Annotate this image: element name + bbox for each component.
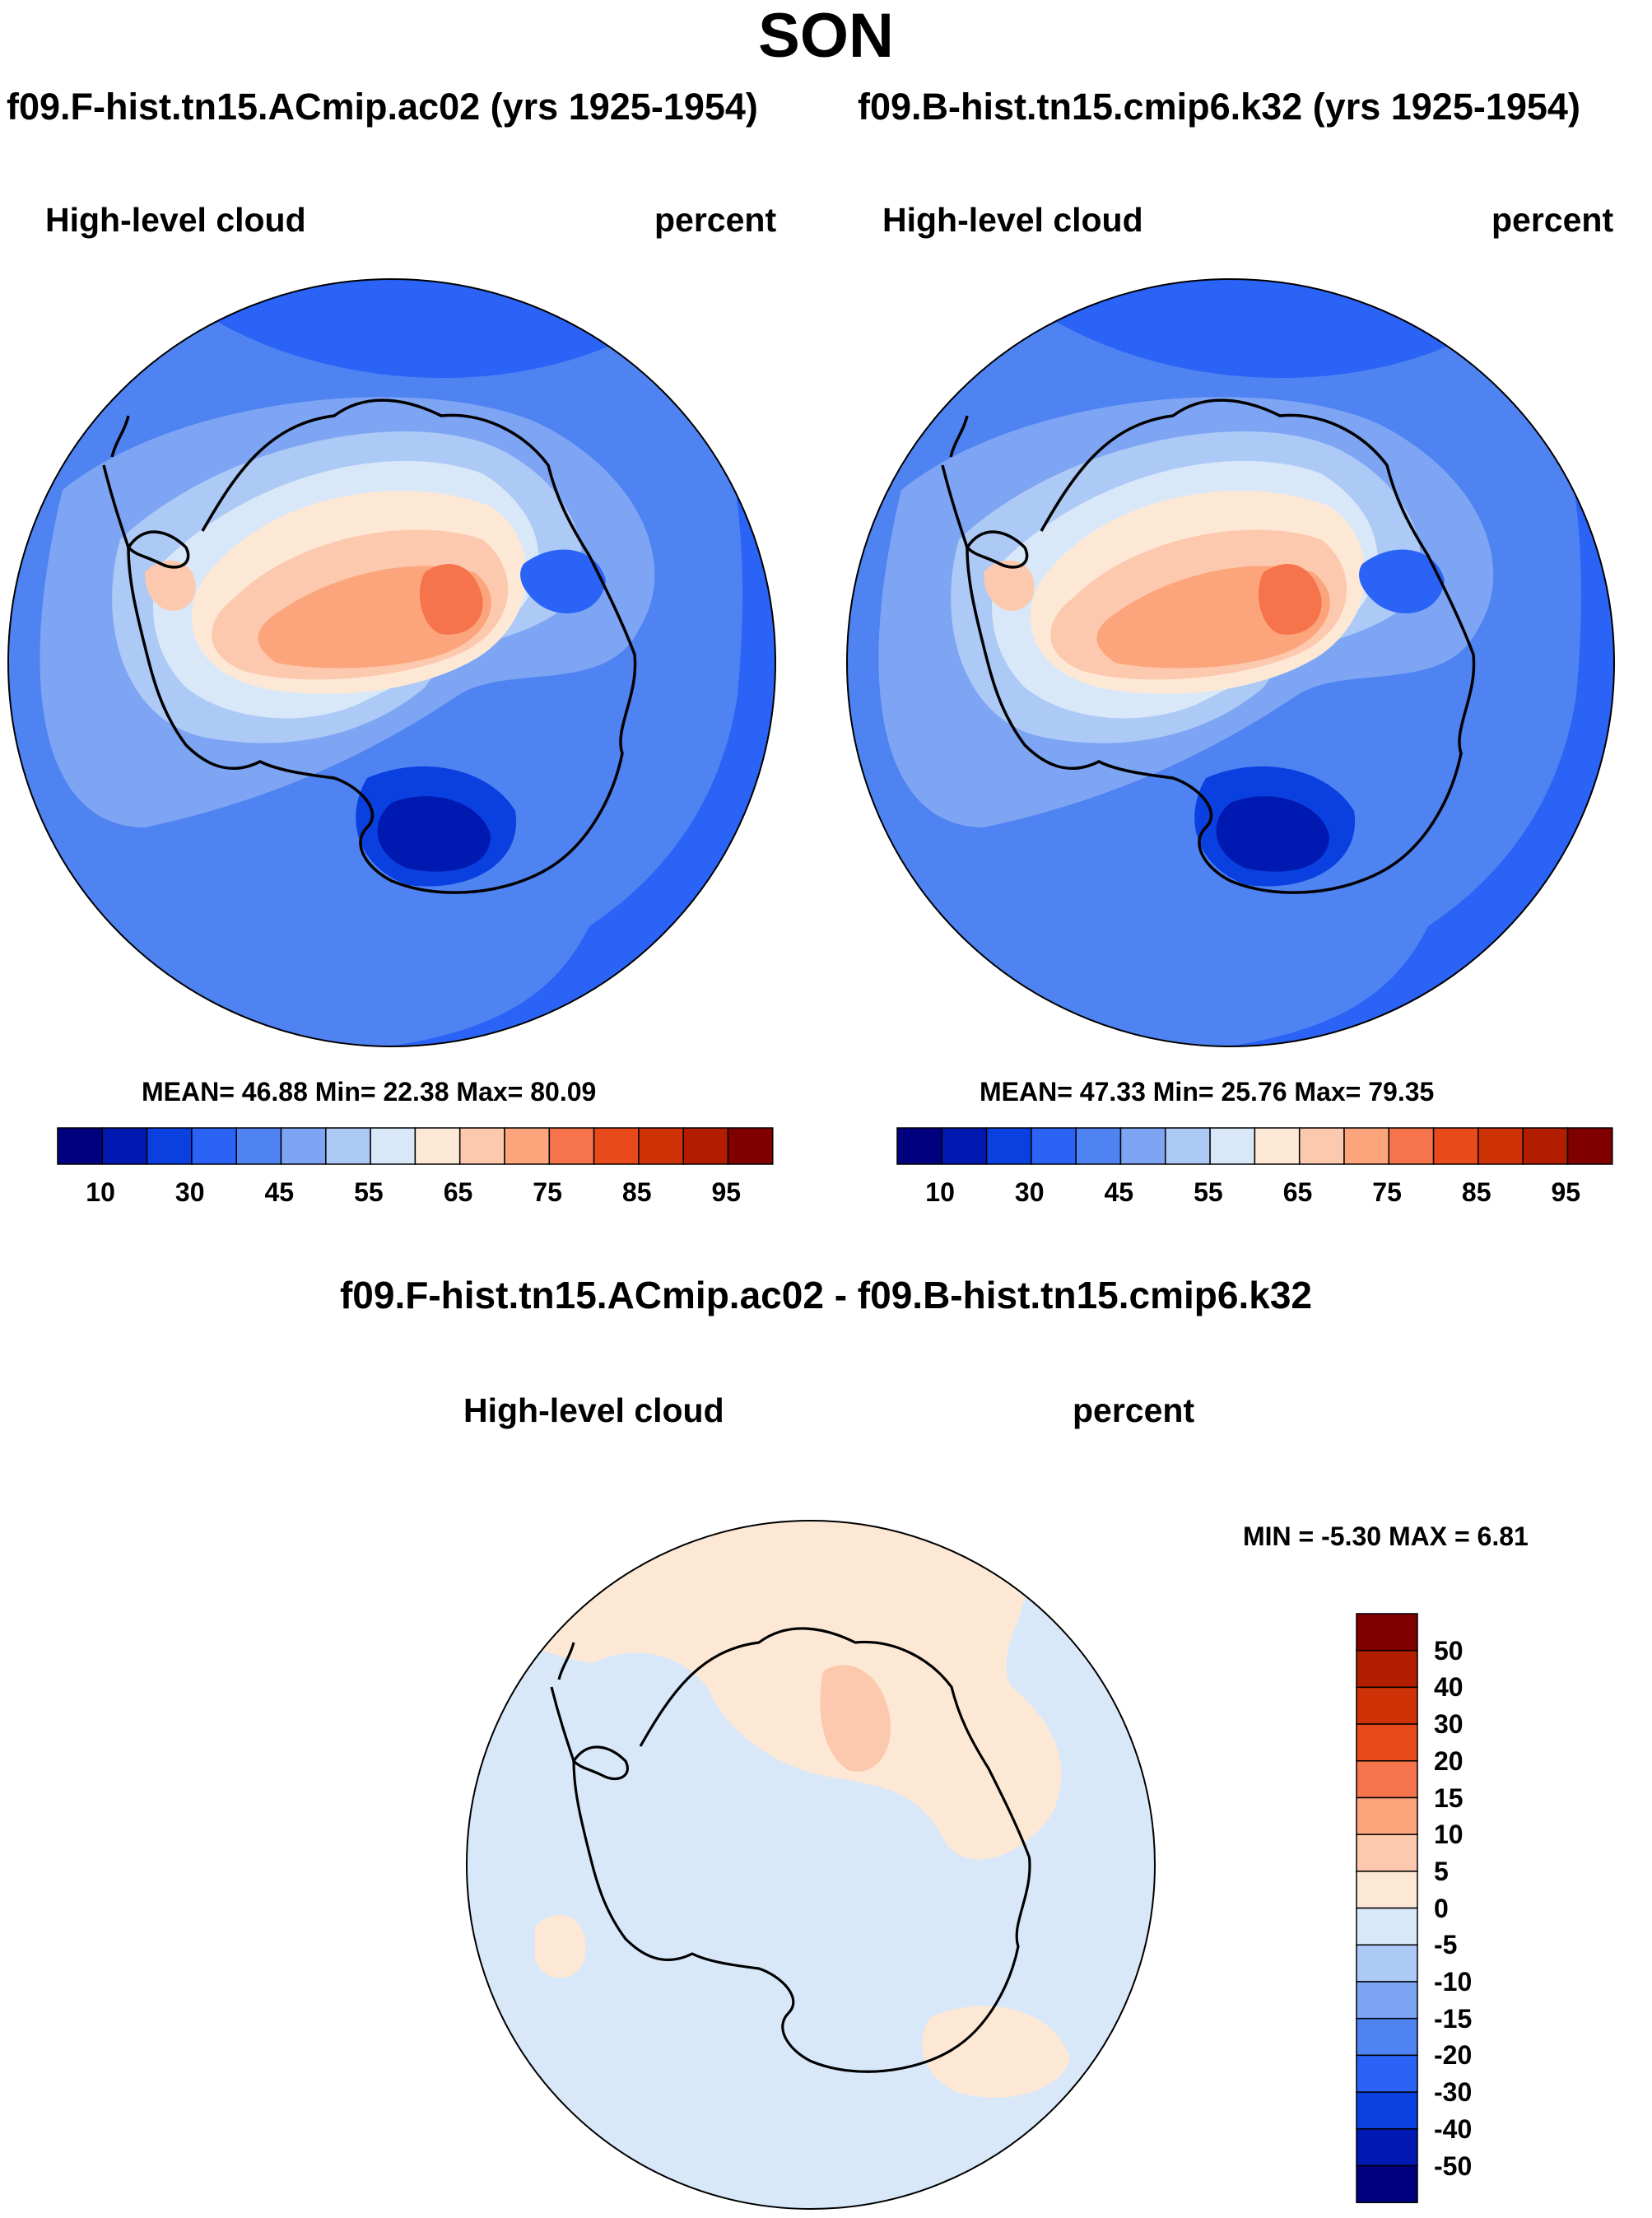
left-map — [7, 278, 776, 1047]
colorbar-cell — [638, 1127, 684, 1165]
colorbar-cell — [1566, 1127, 1613, 1165]
colorbar-cell — [414, 1127, 461, 1165]
colorbar-cell — [941, 1127, 988, 1165]
right-stats: MEAN= 47.33 Min= 25.76 Max= 79.35 — [980, 1077, 1435, 1107]
diff-colorbar-tick-label: -20 — [1434, 2040, 1473, 2071]
diff-colorbar-cell — [1356, 1686, 1418, 1725]
colorbar-cell — [458, 1127, 505, 1165]
figure-title: SON — [758, 1, 894, 71]
diff-title: f09.F-hist.tn15.ACmip.ac02 - f09.B-hist.… — [339, 1274, 1313, 1316]
colorbar-tick-label: 10 — [925, 1177, 955, 1207]
diff-units-label: percent — [1073, 1391, 1195, 1429]
left-colorbar — [57, 1127, 774, 1165]
colorbar-tick-label: 30 — [175, 1177, 205, 1207]
colorbar-cell — [1119, 1127, 1166, 1165]
diff-colorbar-cell — [1356, 1649, 1418, 1689]
colorbar-cell — [191, 1127, 237, 1165]
colorbar-tick-label: 65 — [1282, 1177, 1313, 1207]
diff-colorbar-tick-label: 0 — [1434, 1893, 1449, 1923]
diff-colorbar-tick-label: 30 — [1434, 1709, 1464, 1740]
colorbar-cell — [1209, 1127, 1256, 1165]
diff-colorbar-cell — [1356, 1871, 1418, 1909]
diff-colorbar-cell — [1356, 1907, 1418, 1946]
diff-colorbar-tick-label: -50 — [1434, 2150, 1473, 2181]
colorbar-tick-label: 45 — [264, 1177, 295, 1207]
diff-colorbar-tick-label: 10 — [1434, 1820, 1464, 1850]
colorbar-tick-label: 65 — [443, 1177, 473, 1207]
right-units-label: percent — [1491, 201, 1614, 239]
colorbar-cell — [325, 1127, 371, 1165]
diff-colorbar-tick-label: 5 — [1434, 1856, 1449, 1886]
diff-minmax: MIN = -5.30 MAX = 6.81 — [1243, 1521, 1529, 1551]
diff-colorbar-cell — [1356, 1981, 1418, 2020]
colorbar-cell — [280, 1127, 327, 1165]
colorbar-cell — [985, 1127, 1032, 1165]
colorbar-cell — [1522, 1127, 1569, 1165]
colorbar-tick-label: 45 — [1104, 1177, 1134, 1207]
colorbar-tick-label: 10 — [86, 1177, 115, 1207]
colorbar-tick-label: 75 — [1372, 1177, 1402, 1207]
colorbar-cell — [1477, 1127, 1524, 1165]
left-case-title: f09.F-hist.tn15.ACmip.ac02 (yrs 1925-195… — [7, 86, 758, 128]
diff-colorbar — [1356, 1613, 1418, 2203]
colorbar-cell — [146, 1127, 193, 1165]
colorbar-cell — [504, 1127, 551, 1165]
diff-colorbar-cell — [1356, 1613, 1418, 1652]
right-variable-label: High-level cloud — [882, 201, 1143, 239]
colorbar-cell — [57, 1127, 104, 1165]
colorbar-cell — [727, 1127, 774, 1165]
diff-colorbar-cell — [1356, 2128, 1418, 2167]
colorbar-tick-label: 95 — [1551, 1177, 1581, 1207]
colorbar-cell — [1165, 1127, 1211, 1165]
colorbar-cell — [896, 1127, 943, 1165]
colorbar-tick-label: 75 — [533, 1177, 562, 1207]
colorbar-tick-label: 85 — [1461, 1177, 1491, 1207]
diff-colorbar-cell — [1356, 2164, 1418, 2203]
colorbar-cell — [1432, 1127, 1479, 1165]
colorbar-cell — [548, 1127, 595, 1165]
diff-colorbar-tick-label: -15 — [1434, 2003, 1473, 2034]
diff-colorbar-tick-label: -40 — [1434, 2113, 1473, 2144]
diff-colorbar-cell — [1356, 1944, 1418, 1983]
colorbar-cell — [370, 1127, 416, 1165]
difference-map — [466, 1520, 1156, 2210]
right-case-title: f09.B-hist.tn15.cmip6.k32 (yrs 1925-1954… — [858, 86, 1580, 128]
colorbar-cell — [593, 1127, 640, 1165]
diff-colorbar-tick-label: 15 — [1434, 1782, 1464, 1813]
left-units-label: percent — [654, 201, 777, 239]
left-variable-label: High-level cloud — [45, 201, 306, 239]
colorbar-tick-label: 55 — [1194, 1177, 1223, 1207]
colorbar-cell — [1388, 1127, 1435, 1165]
diff-colorbar-cell — [1356, 1723, 1418, 1762]
colorbar-tick-label: 95 — [711, 1177, 742, 1207]
diff-colorbar-tick-label: -30 — [1434, 2077, 1473, 2108]
right-colorbar — [896, 1127, 1613, 1165]
diff-colorbar-tick-label: -5 — [1434, 1930, 1458, 1960]
colorbar-cell — [235, 1127, 282, 1165]
colorbar-cell — [1075, 1127, 1122, 1165]
diff-colorbar-cell — [1356, 1760, 1418, 1799]
colorbar-cell — [1298, 1127, 1345, 1165]
diff-colorbar-cell — [1356, 1796, 1418, 1835]
diff-colorbar-cell — [1356, 2054, 1418, 2093]
colorbar-cell — [1343, 1127, 1390, 1165]
diff-colorbar-cell — [1356, 2091, 1418, 2130]
diff-colorbar-cell — [1356, 1834, 1418, 1872]
colorbar-cell — [1254, 1127, 1301, 1165]
diff-colorbar-tick-label: 50 — [1434, 1635, 1464, 1666]
colorbar-tick-label: 85 — [621, 1177, 652, 1207]
colorbar-cell — [1031, 1127, 1077, 1165]
diff-variable-label: High-level cloud — [463, 1391, 724, 1429]
left-stats: MEAN= 46.88 Min= 22.38 Max= 80.09 — [142, 1077, 597, 1107]
diff-colorbar-cell — [1356, 2017, 1418, 2057]
colorbar-cell — [101, 1127, 148, 1165]
colorbar-tick-label: 30 — [1014, 1177, 1045, 1207]
diff-colorbar-tick-label: 20 — [1434, 1745, 1464, 1776]
diff-colorbar-tick-label: -10 — [1434, 1967, 1473, 1997]
diff-colorbar-tick-label: 40 — [1434, 1672, 1464, 1703]
colorbar-cell — [682, 1127, 729, 1165]
colorbar-tick-label: 55 — [354, 1177, 384, 1207]
right-map — [846, 278, 1615, 1047]
